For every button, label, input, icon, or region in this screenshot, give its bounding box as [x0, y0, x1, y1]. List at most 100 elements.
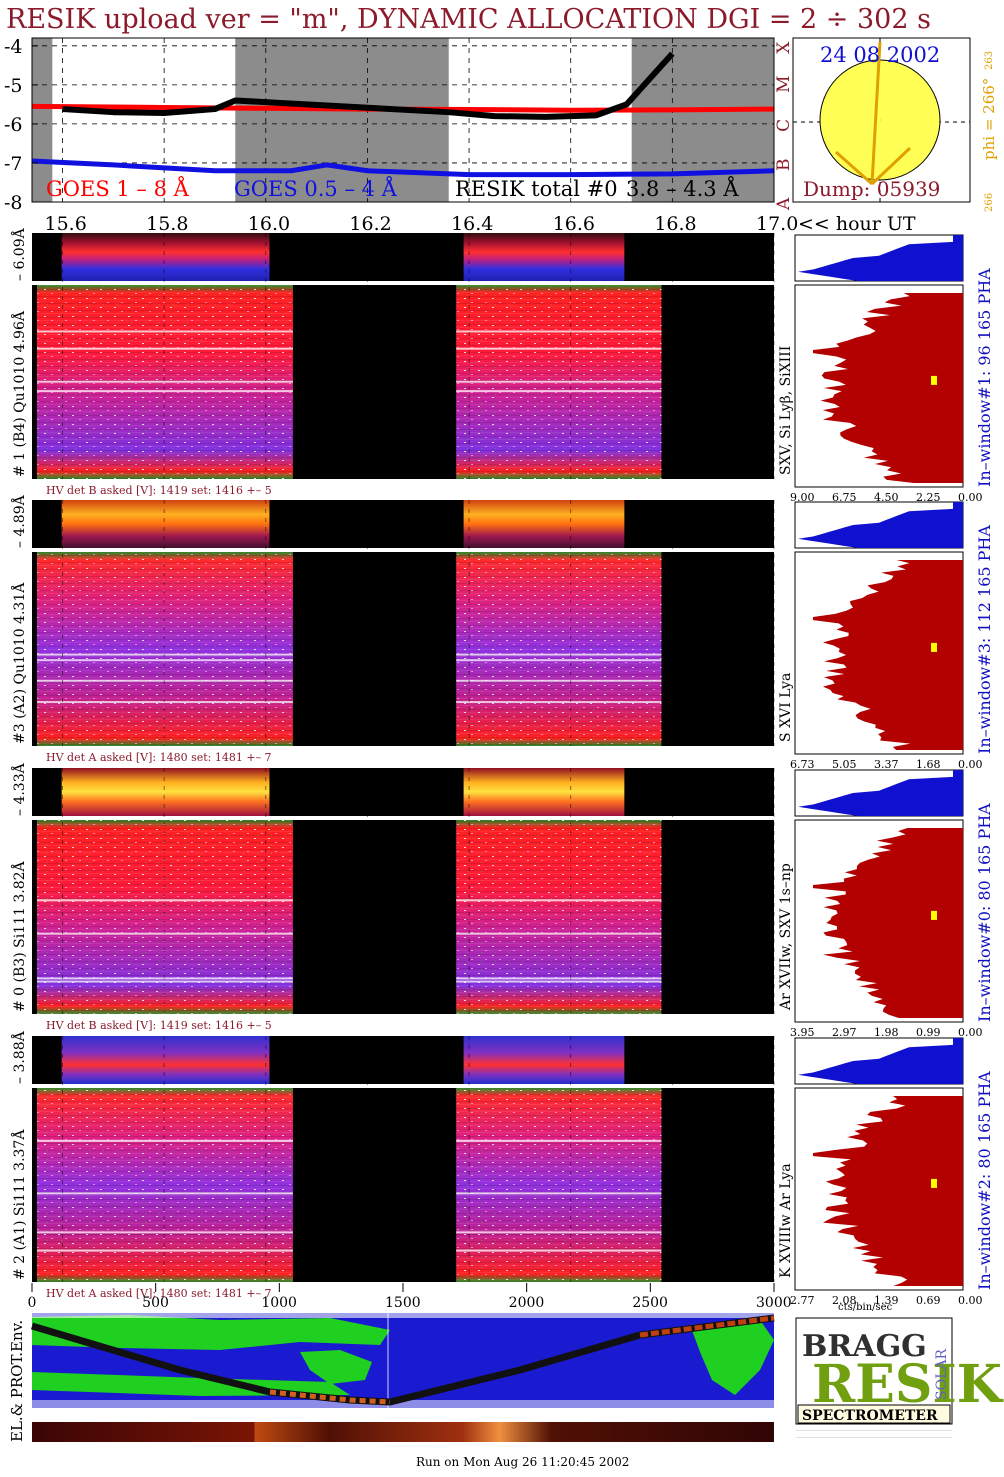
emission-line [36, 932, 293, 935]
emission-line [36, 653, 293, 656]
hour-tick-label: 16.0 [248, 213, 290, 235]
resik-logo: BRAGG RESIK SOLAR SPECTROMETER [795, 1317, 1004, 1442]
hv-text: HV det B asked [V]: 1419 set: 1416 +– 5 [46, 484, 272, 497]
detector-panel-1: HV det A asked [V]: 1480 set: 1481 +– 7 #… [10, 494, 994, 771]
heatmap-speckle-1 [456, 820, 662, 1014]
goes-class-C: C [774, 119, 794, 132]
solar-axis-line [870, 41, 882, 185]
orbit-ylabel: EL.& PROT.Env. [8, 1320, 26, 1442]
emission-line [456, 679, 662, 682]
spectrum-histogram [813, 1096, 963, 1286]
pixel-tick-label: 3000 [756, 1295, 792, 1311]
pixel-tick-label: 0 [28, 1295, 37, 1311]
panel-band-label: – 4.89Å [10, 494, 28, 548]
hour-tick-label: 16.6 [553, 213, 595, 235]
pixel-tick-label: 2000 [509, 1295, 545, 1311]
spectrum-marker [931, 910, 937, 920]
pointing-line-1 [835, 150, 873, 186]
time-strip-segment-0 [61, 233, 270, 281]
spectrum-tick-label: 2.97 [832, 1026, 857, 1039]
panel-label: # 2 (A1) Si111 3.37Å [10, 1129, 28, 1280]
hour-axis-label: << hour UT [798, 213, 916, 235]
emission-line [36, 380, 293, 383]
phi-sup-label: 263 [984, 51, 995, 70]
legend-resik-total: RESIK total #0 [455, 177, 618, 201]
pixel-axis: 0 500 1000 1500 2000 2500 3000 [28, 1283, 792, 1311]
light-curve-panel: -4 -5 -6 -7 -8 X M C B A GOES 1 – 8 Å GOES 0.5 –… [4, 36, 794, 214]
y-tick-label: -6 [4, 114, 23, 136]
panel-label: # 0 (B3) Si111 3.82Å [10, 860, 28, 1012]
pha-histogram [798, 770, 963, 816]
time-strip-segment-1 [463, 233, 625, 281]
emission-line [36, 1249, 293, 1252]
spectrum-marker [931, 375, 937, 385]
emission-line [36, 899, 293, 902]
spectrum-tick-label: 9.00 [790, 491, 815, 504]
heatmap-speckle-0 [36, 1088, 293, 1282]
emission-line [36, 701, 293, 704]
sun-disk-panel: 24 08 2002 Dump: 05939 phi = 266° 263 26… [792, 37, 998, 212]
in-window-label: In–window#0: 80 165 PHA [975, 803, 994, 1022]
pixel-tick-label: 1000 [261, 1295, 297, 1311]
spectrum-histogram [813, 560, 963, 750]
hour-tick-label: 15.6 [44, 213, 86, 235]
spectrum-tick-label: 0.00 [958, 758, 983, 771]
spectrum-tick-label: 2.77 [790, 1294, 815, 1307]
spectrum-tick-label: 0.69 [916, 1294, 941, 1307]
spectrum-tick-label: 1.39 [874, 1294, 899, 1307]
goes-class-axis: X M C B A [774, 41, 794, 211]
emission-line [36, 980, 293, 983]
spectrum-marker [931, 1178, 937, 1188]
pha-histogram [798, 235, 963, 281]
emission-line [36, 679, 293, 682]
landmass-north [32, 1315, 390, 1350]
sun-date: 24 08 2002 [820, 43, 940, 67]
time-strip-segment-0 [61, 768, 270, 816]
line-identification: SXV, Si Lyβ, SiXIII [778, 346, 794, 475]
phi-label: phi = 266° [980, 78, 998, 160]
series-line-1 [31, 158, 775, 178]
time-strip-segment-0 [61, 500, 270, 548]
emission-line [456, 659, 662, 662]
line-identification: Ar XVIIw, SXV 1s–np [778, 863, 794, 1011]
spectrum-tick-label: 2.08 [832, 1294, 857, 1307]
spectrum-xlabel: cts/bin/sec [838, 1302, 893, 1313]
pointing-line-2 [870, 146, 912, 186]
emission-line [36, 659, 293, 662]
pixel-tick-label: 1500 [385, 1295, 421, 1311]
line-identification: K XVIIIw Ar Lya [778, 1163, 794, 1278]
legend-resik-range: 3.8 – 4.3 Å [626, 176, 739, 201]
detector-panels: HV det B asked [V]: 1419 set: 1416 +– 5 #… [10, 227, 994, 1307]
spectrum-tick-label: 3.37 [874, 758, 899, 771]
pha-histogram [798, 1038, 963, 1084]
logo-bottom: SPECTROMETER [802, 1408, 938, 1424]
spectrum-tick-label: 0.00 [958, 1026, 983, 1039]
in-window-label: In–window#1: 96 165 PHA [975, 268, 994, 487]
landmass-australia [300, 1350, 372, 1384]
spectrum-histogram [813, 293, 963, 483]
hour-tick-label: 16.2 [349, 213, 391, 235]
spectrum-tick-label: 1.68 [916, 758, 941, 771]
hour-tick-label: 15.8 [146, 213, 188, 235]
panel-band-label: – 6.09Å [10, 227, 28, 281]
panel-label: # 1 (B4) Qu1010 4.96Å [10, 310, 28, 477]
emission-line [36, 347, 293, 350]
goes-class-B: B [774, 158, 794, 171]
emission-line [456, 1231, 662, 1234]
hv-text: HV det B asked [V]: 1419 set: 1416 +– 5 [46, 1019, 272, 1032]
emission-line [36, 330, 293, 333]
spectrum-tick-label: 6.75 [832, 491, 857, 504]
spectrum-tick-label: 5.05 [832, 758, 857, 771]
emission-line [456, 899, 662, 902]
panel-band-label: – 4.33Å [10, 762, 28, 816]
hour-axis: 15.6 15.8 16.0 16.2 16.4 16.6 16.8 17.0 [44, 213, 798, 235]
emission-line [36, 977, 293, 980]
phi-bottom-label: 266 [984, 193, 995, 212]
hour-tick-label: 16.8 [654, 213, 696, 235]
line-identification: S XVI Lya [778, 673, 794, 742]
emission-line [456, 390, 662, 393]
orbit-map-panel: EL.& PROT.Env. [8, 1313, 775, 1442]
emission-line [456, 932, 662, 935]
hour-tick-label: 16.4 [451, 213, 493, 235]
heatmap-speckle-1 [456, 552, 662, 746]
